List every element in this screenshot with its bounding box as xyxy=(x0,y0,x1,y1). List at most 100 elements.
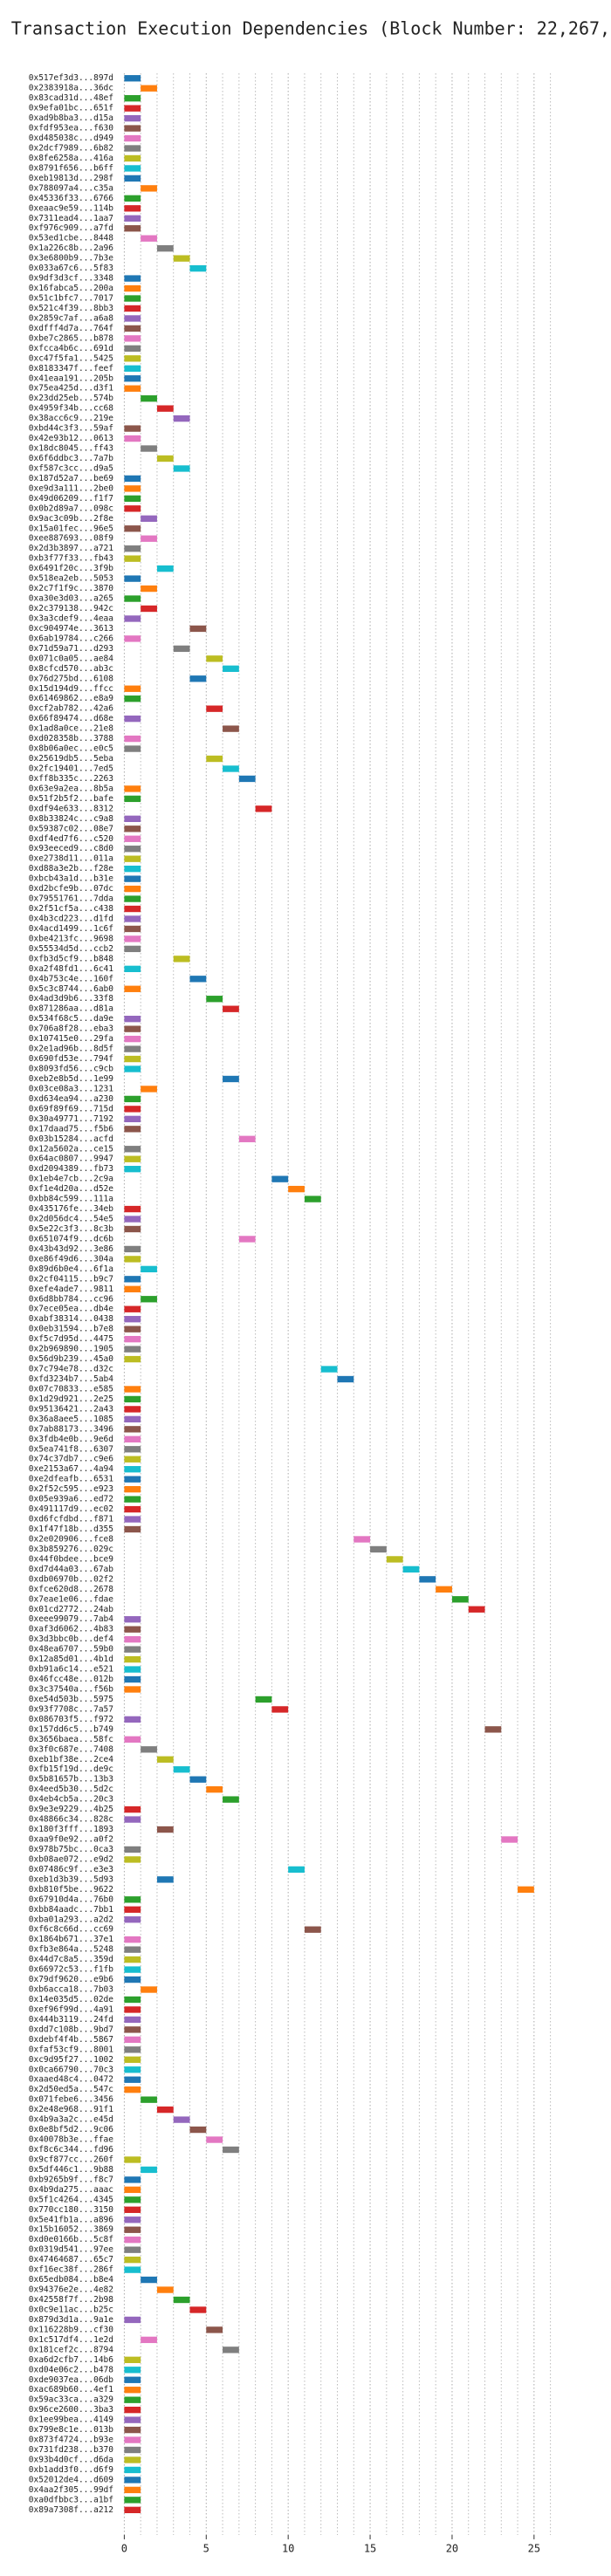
y-tick-label: 0x42e93b12...0613 xyxy=(29,434,113,443)
bar xyxy=(288,1185,305,1193)
y-tick-label: 0xefe4ade7...9811 xyxy=(29,1285,114,1294)
y-tick-label: 0x1d29d921...2e25 xyxy=(29,1394,113,1404)
bar xyxy=(141,445,157,452)
bar xyxy=(255,1696,272,1703)
bar xyxy=(124,1626,141,1633)
bar xyxy=(124,134,141,142)
bar xyxy=(173,956,190,963)
y-tick-label: 0x93f7708c...7a57 xyxy=(29,1704,113,1714)
y-tick-label: 0x0c9e11ac...b25c xyxy=(29,2305,113,2314)
bar xyxy=(206,755,223,763)
bar xyxy=(124,2086,141,2093)
y-tick-label: 0x435176fe...34eb xyxy=(29,1204,114,1214)
y-tick-label: 0xb08ae072...e9d2 xyxy=(29,1854,113,1864)
bar xyxy=(124,2266,141,2273)
y-tick-label: 0xeb1bf38e...2ce4 xyxy=(29,1755,114,1764)
y-tick-label: 0x69f89f69...715d xyxy=(29,1104,113,1113)
y-tick-label: 0x9df3d3cf...3348 xyxy=(29,274,114,284)
bar xyxy=(124,1316,141,1323)
y-tick-label: 0x2e1ad96b...8d5f xyxy=(29,1045,113,1054)
bar xyxy=(124,2376,141,2383)
bar xyxy=(124,505,141,512)
bar xyxy=(124,1456,141,1463)
bar xyxy=(124,305,141,312)
y-tick-label: 0x0e8bf5d2...9c06 xyxy=(29,2125,114,2134)
bar xyxy=(124,1016,141,1023)
y-tick-label: 0xd2094389...fb73 xyxy=(29,1164,113,1174)
bar xyxy=(124,2036,141,2044)
y-tick-label: 0x0eb31594...b7e8 xyxy=(29,1325,114,1334)
bar xyxy=(124,2186,141,2194)
bar xyxy=(124,1276,141,1283)
y-tick-label: 0xa2f48fd1...6c41 xyxy=(29,964,114,974)
bar xyxy=(124,1126,141,1133)
y-tick-label: 0xbb84c599...111a xyxy=(29,1195,113,1204)
bar xyxy=(124,2506,141,2514)
bar xyxy=(223,665,239,672)
y-tick-label: 0x9e3e9229...4b25 xyxy=(29,1805,113,1814)
y-tick-label: 0x8cfcd570...ab3c xyxy=(29,664,113,674)
y-tick-label: 0x59387c02...08e7 xyxy=(29,824,113,833)
bar xyxy=(124,935,141,942)
y-tick-label: 0x67910d4a...76b0 xyxy=(29,1894,114,1904)
y-tick-label: 0xbd44c3f3...59af xyxy=(29,424,113,434)
bar xyxy=(173,465,190,472)
bar xyxy=(255,805,272,812)
bar xyxy=(124,1025,141,1032)
bar xyxy=(124,335,141,342)
y-tick-label: 0x76d275bd...6108 xyxy=(29,674,114,683)
bar xyxy=(124,225,141,232)
y-tick-label: 0x8b06a0ec...e0c5 xyxy=(29,744,113,754)
y-tick-label: 0xcf2ab782...42a6 xyxy=(29,704,114,714)
bar xyxy=(124,205,141,212)
bar xyxy=(124,1216,141,1223)
bar xyxy=(124,835,141,842)
bar xyxy=(124,2196,141,2203)
bar xyxy=(206,1786,223,1793)
bar xyxy=(156,2286,174,2293)
y-tick-label: 0xc47f5fa1...5425 xyxy=(29,353,113,363)
bar xyxy=(124,1166,141,1173)
y-tick-label: 0x16fabca5...200a xyxy=(29,284,113,293)
y-tick-label: 0x25619db5...5eba xyxy=(29,754,113,764)
bar xyxy=(124,826,141,832)
y-tick-label: 0x788097a4...c35a xyxy=(29,183,113,193)
bar xyxy=(124,275,141,282)
bar xyxy=(124,1446,141,1453)
y-tick-label: 0xf5c7d95d...4475 xyxy=(29,1334,113,1344)
bar xyxy=(124,865,141,873)
y-tick-label: 0x9cf877cc...260f xyxy=(29,2155,113,2164)
bar xyxy=(206,655,223,662)
bar xyxy=(451,1596,469,1603)
y-tick-label: 0xd0e0166b...5c8f xyxy=(29,2235,113,2244)
bar xyxy=(124,1065,141,1072)
bar xyxy=(124,2367,141,2374)
y-tick-label: 0x55534d5d...ccb2 xyxy=(29,944,113,954)
y-tick-label: 0xbb84aadc...7bb1 xyxy=(29,1905,114,1915)
bar xyxy=(288,1866,305,1874)
bar xyxy=(124,1095,141,1103)
y-tick-label: 0x5ea741f8...6307 xyxy=(29,1444,113,1454)
y-tick-label: 0x6ab19784...c266 xyxy=(29,634,114,643)
y-tick-label: 0x51f2b5f2...bafe xyxy=(29,794,114,804)
y-tick-label: 0xabf38314...0438 xyxy=(29,1314,114,1324)
y-tick-label: 0x18dc8045...ff43 xyxy=(29,444,113,454)
bar xyxy=(124,1106,141,1113)
bar xyxy=(124,2176,141,2183)
bar xyxy=(124,1675,141,1683)
y-tick-label: 0x5df446c1...9b88 xyxy=(29,2165,114,2175)
y-tick-label: 0x7311ead4...1aa7 xyxy=(29,214,113,223)
bar xyxy=(141,2276,157,2284)
bar xyxy=(124,2066,141,2073)
bar xyxy=(320,1366,338,1373)
y-tick-label: 0x2383918a...36dc xyxy=(29,84,113,93)
bar xyxy=(124,1245,141,1253)
bar xyxy=(124,1415,141,1423)
y-tick-label: 0xe54d503b...5975 xyxy=(29,1695,113,1704)
y-tick-label: 0xef96f99d...4a91 xyxy=(29,2004,114,2014)
bar xyxy=(141,1265,157,1273)
x-tick-label: 15 xyxy=(364,2543,376,2555)
bar xyxy=(223,2346,239,2353)
y-tick-label: 0x56d9b239...45a0 xyxy=(29,1354,114,1364)
y-tick-label: 0x871286aa...d81a xyxy=(29,1004,113,1014)
